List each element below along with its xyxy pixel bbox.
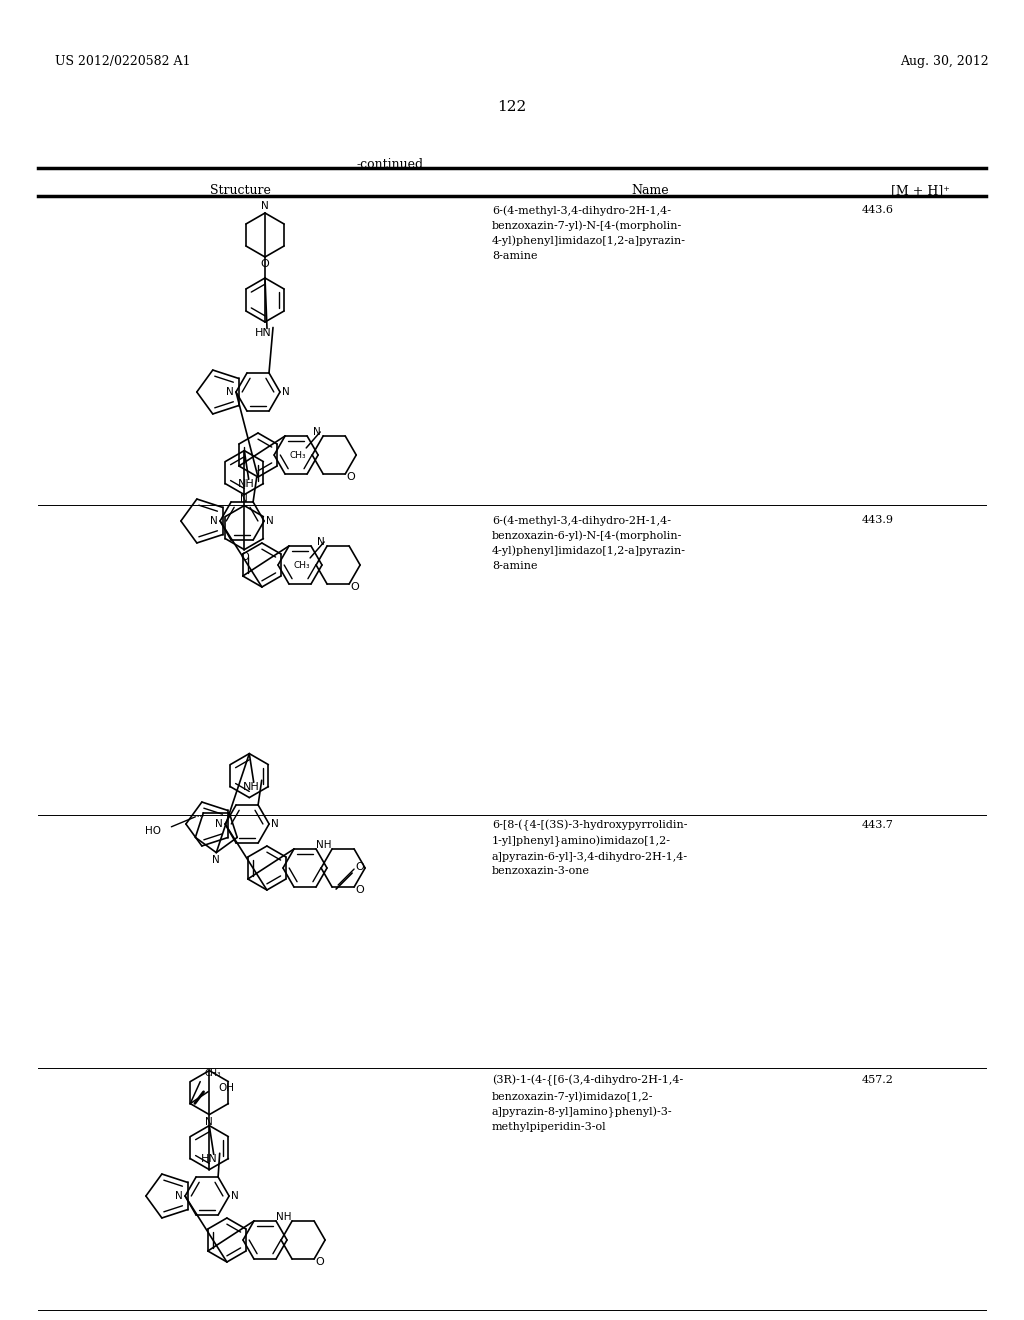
Text: -continued: -continued — [356, 158, 424, 172]
Text: N: N — [231, 1191, 239, 1201]
Text: N: N — [175, 1191, 183, 1201]
Text: NH: NH — [244, 783, 260, 792]
Text: Name: Name — [631, 183, 669, 197]
Text: HO: HO — [145, 826, 162, 836]
Text: 443.7: 443.7 — [862, 820, 894, 830]
Text: [M + H]⁺: [M + H]⁺ — [891, 183, 949, 197]
Text: CH₃: CH₃ — [204, 1069, 221, 1078]
Text: 6-(4-methyl-3,4-dihydro-2H-1,4-
benzoxazin-7-yl)-N-[4-(morpholin-
4-yl)phenyl]im: 6-(4-methyl-3,4-dihydro-2H-1,4- benzoxaz… — [492, 205, 686, 260]
Text: CH₃: CH₃ — [290, 451, 306, 461]
Text: O: O — [261, 259, 269, 269]
Text: N: N — [215, 818, 223, 829]
Text: N: N — [226, 387, 233, 397]
Text: 457.2: 457.2 — [862, 1074, 894, 1085]
Text: NH: NH — [316, 840, 332, 850]
Text: 443.6: 443.6 — [862, 205, 894, 215]
Text: N: N — [313, 426, 322, 437]
Text: N: N — [241, 494, 248, 504]
Text: HN: HN — [202, 1154, 218, 1164]
Text: ....: .... — [195, 812, 204, 818]
Text: Structure: Structure — [210, 183, 270, 197]
Text: CH₃: CH₃ — [294, 561, 310, 570]
Text: OH: OH — [218, 1082, 234, 1093]
Text: O: O — [240, 552, 249, 561]
Text: 443.9: 443.9 — [862, 515, 894, 525]
Text: N: N — [266, 516, 274, 525]
Text: O: O — [347, 473, 355, 482]
Text: O: O — [355, 884, 365, 895]
Text: HN: HN — [255, 329, 271, 338]
Text: (3R)-1-(4-{[6-(3,4-dihydro-2H-1,4-
benzoxazin-7-yl)imidazo[1,2-
a]pyrazin-8-yl]a: (3R)-1-(4-{[6-(3,4-dihydro-2H-1,4- benzo… — [492, 1074, 683, 1133]
Text: 122: 122 — [498, 100, 526, 114]
Text: NH: NH — [239, 479, 255, 490]
Text: N: N — [206, 1117, 213, 1126]
Text: N: N — [261, 201, 269, 211]
Text: N: N — [317, 537, 325, 546]
Text: O: O — [351, 582, 359, 593]
Text: US 2012/0220582 A1: US 2012/0220582 A1 — [55, 55, 190, 69]
Text: NH: NH — [276, 1212, 292, 1222]
Text: N: N — [271, 818, 279, 829]
Text: 6-[8-({4-[(3S)-3-hydroxypyrrolidin-
1-yl]phenyl}amino)imidazo[1,2-
a]pyrazin-6-y: 6-[8-({4-[(3S)-3-hydroxypyrrolidin- 1-yl… — [492, 820, 688, 876]
Text: Aug. 30, 2012: Aug. 30, 2012 — [900, 55, 988, 69]
Text: 6-(4-methyl-3,4-dihydro-2H-1,4-
benzoxazin-6-yl)-N-[4-(morpholin-
4-yl)phenyl]im: 6-(4-methyl-3,4-dihydro-2H-1,4- benzoxaz… — [492, 515, 686, 570]
Text: O: O — [315, 1257, 325, 1267]
Text: O: O — [355, 862, 365, 873]
Text: N: N — [283, 387, 290, 397]
Text: N: N — [212, 854, 220, 865]
Text: N: N — [210, 516, 218, 525]
